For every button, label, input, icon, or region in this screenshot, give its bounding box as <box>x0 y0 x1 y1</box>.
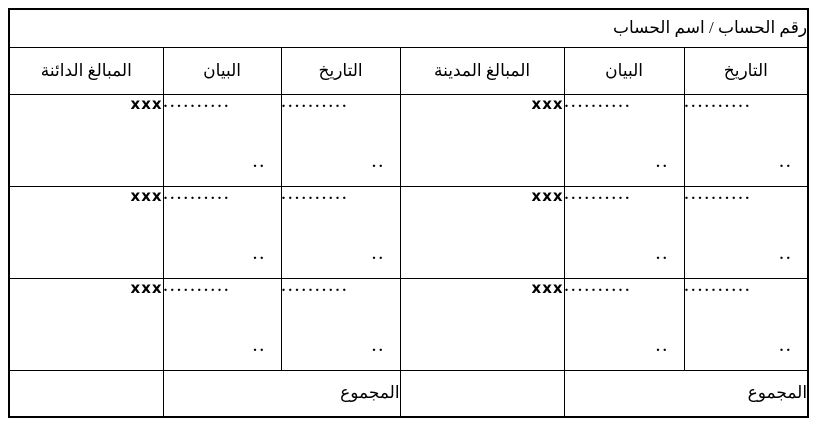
credit-statement-cell: .......... .. <box>162 277 282 371</box>
debit-amount-header: المبالغ المدينة <box>399 46 565 95</box>
debit-statement-cell: .......... .. <box>563 277 685 371</box>
credit-amount-header: المبالغ الدائنة <box>8 46 164 95</box>
credit-date-cell: .......... .. <box>280 277 401 371</box>
amount-placeholder: xxx <box>130 278 163 297</box>
debit-date-header: التاريخ <box>683 46 809 95</box>
dotted-line: .......... <box>564 94 633 111</box>
dotted-line-end: .. <box>779 154 794 171</box>
dotted-line: .......... <box>281 186 350 203</box>
debit-date-cell: .......... .. <box>683 277 809 371</box>
amount-placeholder: xxx <box>531 94 564 113</box>
dotted-line-end: .. <box>372 154 386 171</box>
debit-total-amount-cell <box>399 369 565 418</box>
entry-row: .......... .. .......... .. xxx ........… <box>8 277 809 371</box>
credit-date-cell: .......... .. <box>280 185 401 279</box>
debit-amount-cell: xxx <box>399 185 565 279</box>
debit-date-cell: .......... .. <box>683 185 809 279</box>
dotted-line-end: .. <box>779 246 794 263</box>
title-row: رقم الحساب / اسم الحساب <box>8 8 809 48</box>
amount-placeholder: xxx <box>531 278 564 297</box>
dotted-line: .......... <box>163 186 232 203</box>
dotted-line-end: .. <box>656 246 670 263</box>
debit-total-label: المجموع <box>563 369 809 418</box>
entry-row: .......... .. .......... .. xxx ........… <box>8 185 809 279</box>
credit-total-label: المجموع <box>162 369 401 418</box>
amount-placeholder: xxx <box>130 186 163 205</box>
dotted-line: .......... <box>281 94 350 111</box>
entry-row: .......... .. .......... .. xxx ........… <box>8 93 809 187</box>
dotted-line-end: .. <box>372 338 386 355</box>
dotted-line: .......... <box>684 186 753 203</box>
dotted-line: .......... <box>163 278 232 295</box>
dotted-line-end: .. <box>253 246 267 263</box>
debit-date-cell: .......... .. <box>683 93 809 187</box>
amount-placeholder: xxx <box>531 186 564 205</box>
credit-amount-cell: xxx <box>8 93 164 187</box>
credit-date-header: التاريخ <box>280 46 401 95</box>
credit-amount-cell: xxx <box>8 277 164 371</box>
account-title: رقم الحساب / اسم الحساب <box>8 8 809 48</box>
dotted-line-end: .. <box>779 338 794 355</box>
dotted-line: .......... <box>564 278 633 295</box>
credit-statement-cell: .......... .. <box>162 185 282 279</box>
dotted-line-end: .. <box>253 154 267 171</box>
dotted-line: .......... <box>684 278 753 295</box>
dotted-line: .......... <box>684 94 753 111</box>
dotted-line-end: .. <box>656 154 670 171</box>
total-row: المجموع المجموع <box>8 369 809 418</box>
dotted-line-end: .. <box>253 338 267 355</box>
dotted-line-end: .. <box>656 338 670 355</box>
debit-amount-cell: xxx <box>399 93 565 187</box>
debit-amount-cell: xxx <box>399 277 565 371</box>
dotted-line: .......... <box>564 186 633 203</box>
t-account-ledger-table: رقم الحساب / اسم الحساب التاريخ البيان ا… <box>8 8 810 418</box>
credit-statement-cell: .......... .. <box>162 93 282 187</box>
credit-date-cell: .......... .. <box>280 93 401 187</box>
credit-statement-header: البيان <box>162 46 282 95</box>
credit-amount-cell: xxx <box>8 185 164 279</box>
debit-statement-cell: .......... .. <box>563 93 685 187</box>
debit-statement-header: البيان <box>563 46 685 95</box>
credit-total-amount-cell <box>8 369 164 418</box>
amount-placeholder: xxx <box>130 94 163 113</box>
debit-statement-cell: .......... .. <box>563 185 685 279</box>
dotted-line-end: .. <box>372 246 386 263</box>
column-header-row: التاريخ البيان المبالغ المدينة التاريخ ا… <box>8 46 809 95</box>
dotted-line: .......... <box>163 94 232 111</box>
dotted-line: .......... <box>281 278 350 295</box>
